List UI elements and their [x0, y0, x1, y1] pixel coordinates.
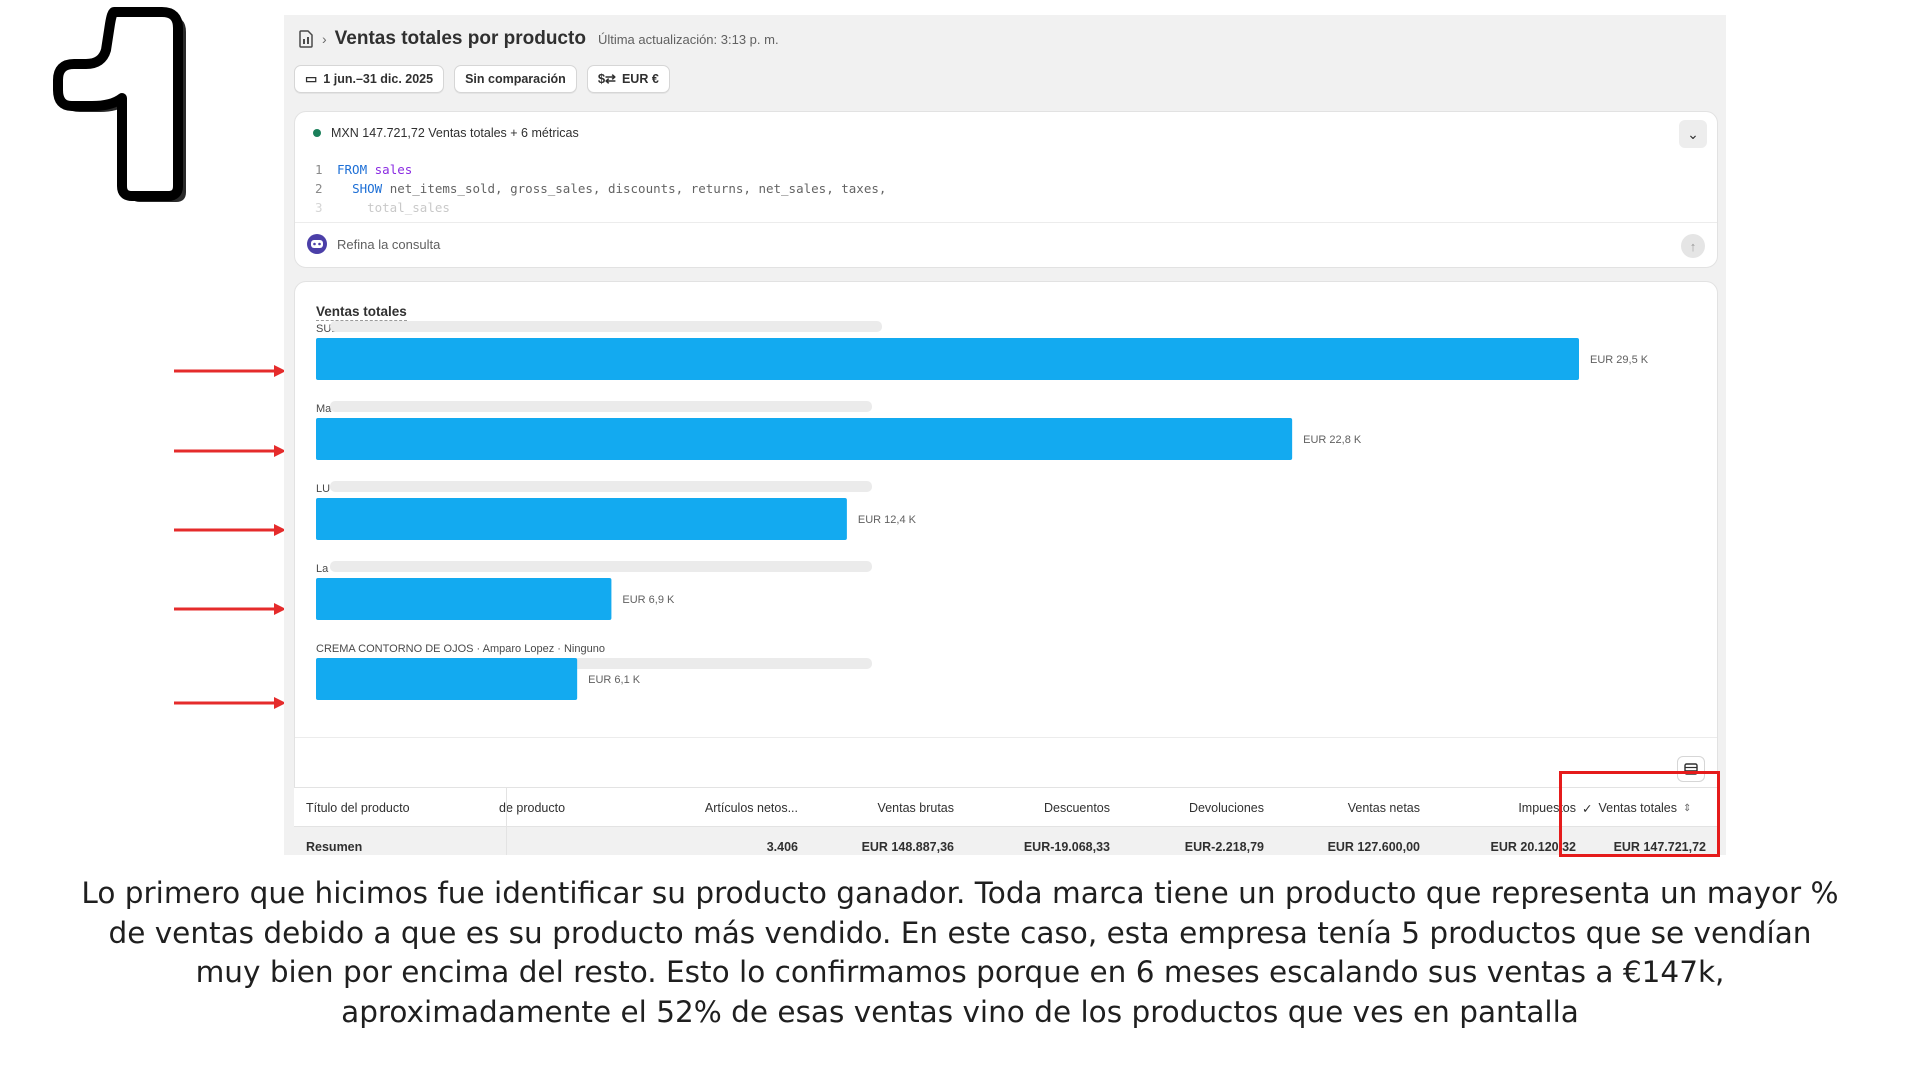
calendar-icon: ▭ — [305, 71, 318, 86]
line-number: 1 — [315, 162, 323, 177]
report-file-icon[interactable] — [298, 30, 314, 48]
table-view-button[interactable] — [1677, 756, 1705, 782]
code-line: 3 total_sales — [315, 198, 886, 217]
category-label: LU — [316, 483, 330, 495]
line-number: 2 — [315, 181, 323, 196]
column-header-label: Ventas totales — [1598, 801, 1678, 815]
highlight-box — [1559, 771, 1720, 857]
summary-value: EUR 20.120,32 — [1490, 840, 1576, 854]
assistant-icon — [307, 234, 327, 254]
code-text: total_sales — [367, 200, 450, 215]
column-header[interactable]: Título del producto — [306, 801, 410, 815]
query-card: MXN 147.721,72 Ventas totales + 6 métric… — [294, 111, 1718, 268]
chevron-down-icon: ⌄ — [1687, 125, 1699, 142]
category-label: CREMA CONTORNO DE OJOS · Amparo Lopez · … — [316, 643, 605, 655]
summary-label: Resumen — [306, 840, 363, 854]
step-number-graphic: 1 — [53, 7, 186, 202]
query-summary-text: MXN 147.721,72 Ventas totales + 6 métric… — [331, 126, 579, 140]
value-label: EUR 12,4 K — [858, 514, 917, 526]
keyword: SHOW — [352, 181, 383, 196]
summary-value: EUR 127.600,00 — [1327, 840, 1420, 854]
last-updated: Última actualización: 3:13 p. m. — [597, 31, 779, 47]
bar[interactable] — [316, 418, 1293, 460]
table-icon — [1684, 763, 1698, 775]
code-line: 2 SHOW net_items_sold, gross_sales, disc… — [315, 179, 886, 198]
table-header: Título del producto de producto Artículo… — [294, 787, 1718, 827]
currency-exchange-icon: $⇄ — [597, 71, 616, 86]
arrow-icon — [174, 365, 286, 377]
query-editor[interactable]: 1 FROM sales 2 SHOW net_items_sold, gross… — [315, 160, 886, 217]
check-icon: ✓ — [1582, 801, 1593, 816]
code-text: net_items_sold, gross_sales, discounts, … — [389, 181, 887, 196]
code-text: sales — [374, 162, 413, 177]
bar[interactable] — [316, 658, 578, 700]
divider — [295, 222, 1717, 223]
query-summary: MXN 147.721,72 Ventas totales + 6 métric… — [313, 126, 579, 140]
category-label: Ma — [316, 403, 332, 415]
redaction-mask — [330, 321, 882, 332]
value-label: EUR 6,9 K — [622, 594, 675, 606]
column-header[interactable]: de producto — [499, 801, 566, 815]
currency-button[interactable]: $⇄ EUR € — [586, 65, 670, 93]
column-divider[interactable] — [506, 787, 507, 855]
summary-value: EUR-19.068,33 — [1023, 840, 1110, 854]
comparison-label: Sin comparación — [465, 72, 566, 86]
date-range-button[interactable]: ▭ 1 jun.–31 dic. 2025 — [294, 65, 445, 93]
keyword: FROM — [337, 162, 368, 177]
comparison-button[interactable]: Sin comparación — [454, 65, 577, 93]
divider — [295, 737, 1717, 738]
sort-icon: ⇕ — [1683, 802, 1692, 814]
code-line: 1 FROM sales — [315, 160, 886, 179]
arrow-icon — [174, 445, 286, 457]
status-dot-icon — [313, 129, 321, 137]
page-title: Ventas totales por producto — [334, 28, 586, 49]
chart-card: Ventas totales SUE EUR 29,5 K Ma EUR 22,8 K… — [294, 281, 1718, 855]
chart-title: Ventas totales — [316, 304, 407, 321]
bar[interactable] — [316, 338, 1579, 380]
column-header[interactable]: Descuentos — [1043, 801, 1110, 815]
arrow-icon — [174, 524, 286, 536]
summary-value: 3.406 — [766, 840, 798, 854]
collapse-button[interactable]: ⌄ — [1679, 120, 1707, 148]
bar[interactable] — [316, 498, 847, 540]
breadcrumb: › Ventas totales por producto Última act… — [298, 27, 779, 51]
send-button[interactable]: ↑ — [1681, 234, 1705, 258]
currency-label: EUR € — [621, 72, 659, 86]
column-header[interactable]: Artículos netos... — [704, 801, 798, 815]
column-header[interactable]: Ventas brutas — [877, 801, 954, 815]
category-label: La — [316, 563, 329, 575]
summary-value: EUR 148.887,36 — [861, 840, 954, 854]
redaction-mask — [330, 481, 872, 492]
refine-query-input[interactable]: Refina la consulta — [307, 234, 440, 254]
caption: Lo primero que hicimos fue identificar s… — [81, 876, 1839, 1029]
column-header[interactable]: Ventas netas — [1347, 801, 1420, 815]
column-header[interactable]: Impuestos — [1518, 801, 1576, 815]
value-label: EUR 6,1 K — [588, 674, 641, 686]
summary-value: EUR 147.721,72 — [1613, 840, 1706, 854]
filter-bar: ▭ 1 jun.–31 dic. 2025 Sin comparación $⇄… — [294, 65, 670, 93]
arrow-up-icon: ↑ — [1689, 238, 1697, 254]
bar[interactable] — [316, 578, 612, 620]
arrow-icon — [174, 697, 286, 709]
summary-row: Resumen 3.406 EUR 148.887,36 EUR-19.068,… — [294, 827, 1718, 855]
column-header[interactable]: Devoluciones — [1188, 801, 1264, 815]
value-label: EUR 22,8 K — [1303, 434, 1362, 446]
sorted-column-header[interactable]: ✓ Ventas totales ⇕ — [1582, 788, 1712, 828]
date-range-label: 1 jun.–31 dic. 2025 — [323, 72, 434, 86]
line-number: 3 — [315, 200, 323, 215]
value-label: EUR 29,5 K — [1590, 354, 1649, 366]
summary-value: EUR-2.218,79 — [1184, 840, 1264, 854]
refine-placeholder: Refina la consulta — [337, 236, 441, 252]
redaction-mask — [330, 401, 872, 412]
chevron-right-icon: › — [322, 31, 327, 47]
arrow-icon — [174, 603, 286, 615]
redaction-mask — [330, 561, 872, 572]
report-screenshot: › Ventas totales por producto Última act… — [284, 15, 1726, 855]
